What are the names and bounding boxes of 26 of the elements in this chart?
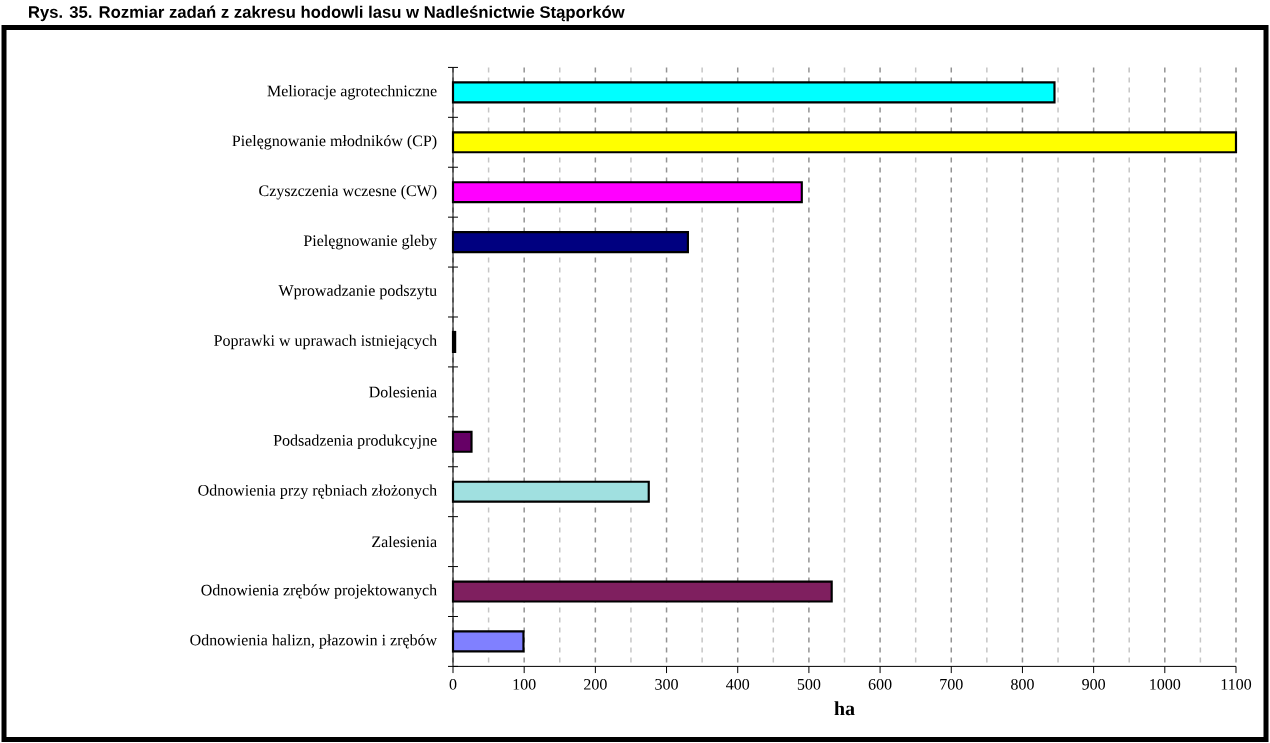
y-tick-label: Czyszczenia wczesne (CW) bbox=[259, 184, 437, 200]
x-tick-label: 600 bbox=[868, 678, 892, 690]
x-tick-label: 900 bbox=[1082, 678, 1106, 690]
x-axis-title: ha bbox=[834, 701, 855, 716]
y-tick-label: Poprawki w uprawach istniejących bbox=[214, 334, 437, 350]
y-tick-label: Odnowienia przy rębniach złożonych bbox=[198, 484, 437, 499]
x-tick-label: 100 bbox=[513, 678, 536, 690]
x-tick-label: 0 bbox=[449, 678, 457, 690]
x-tick-label: 200 bbox=[584, 678, 607, 690]
y-tick-label: Melioracje agrotechniczne bbox=[267, 84, 437, 100]
y-tick-label: Pielęgnowanie gleby bbox=[303, 234, 438, 250]
chart-title: Rys. 35. Rozmiar zadań z zakresu hodowli lasu w Nadleśnictwie Stąporków bbox=[29, 5, 625, 22]
x-tick-label: 300 bbox=[655, 678, 678, 690]
y-tick-label: Pielęgnowanie młodników (CP) bbox=[232, 134, 437, 150]
x-tick-label: 1100 bbox=[1221, 678, 1252, 690]
x-tick-label: 400 bbox=[726, 678, 750, 690]
x-tick-label: 500 bbox=[797, 678, 821, 690]
x-tick-label: 700 bbox=[940, 678, 963, 690]
y-tick-label: Zalesienia bbox=[372, 535, 437, 548]
x-tick-label: 1000 bbox=[1150, 678, 1181, 690]
y-tick-label: Wprowadzanie podszytu bbox=[278, 284, 437, 300]
y-tick-label: Dolesienia bbox=[369, 386, 437, 398]
y-tick-label: Odnowienia halizn, płazowin i zrębów bbox=[190, 633, 438, 649]
y-tick-label: Odnowienia zrębów projektowanych bbox=[201, 584, 437, 599]
y-tick-label: Podsadzenia produkcyjne bbox=[273, 434, 437, 449]
x-tick-label: 800 bbox=[1011, 678, 1034, 690]
